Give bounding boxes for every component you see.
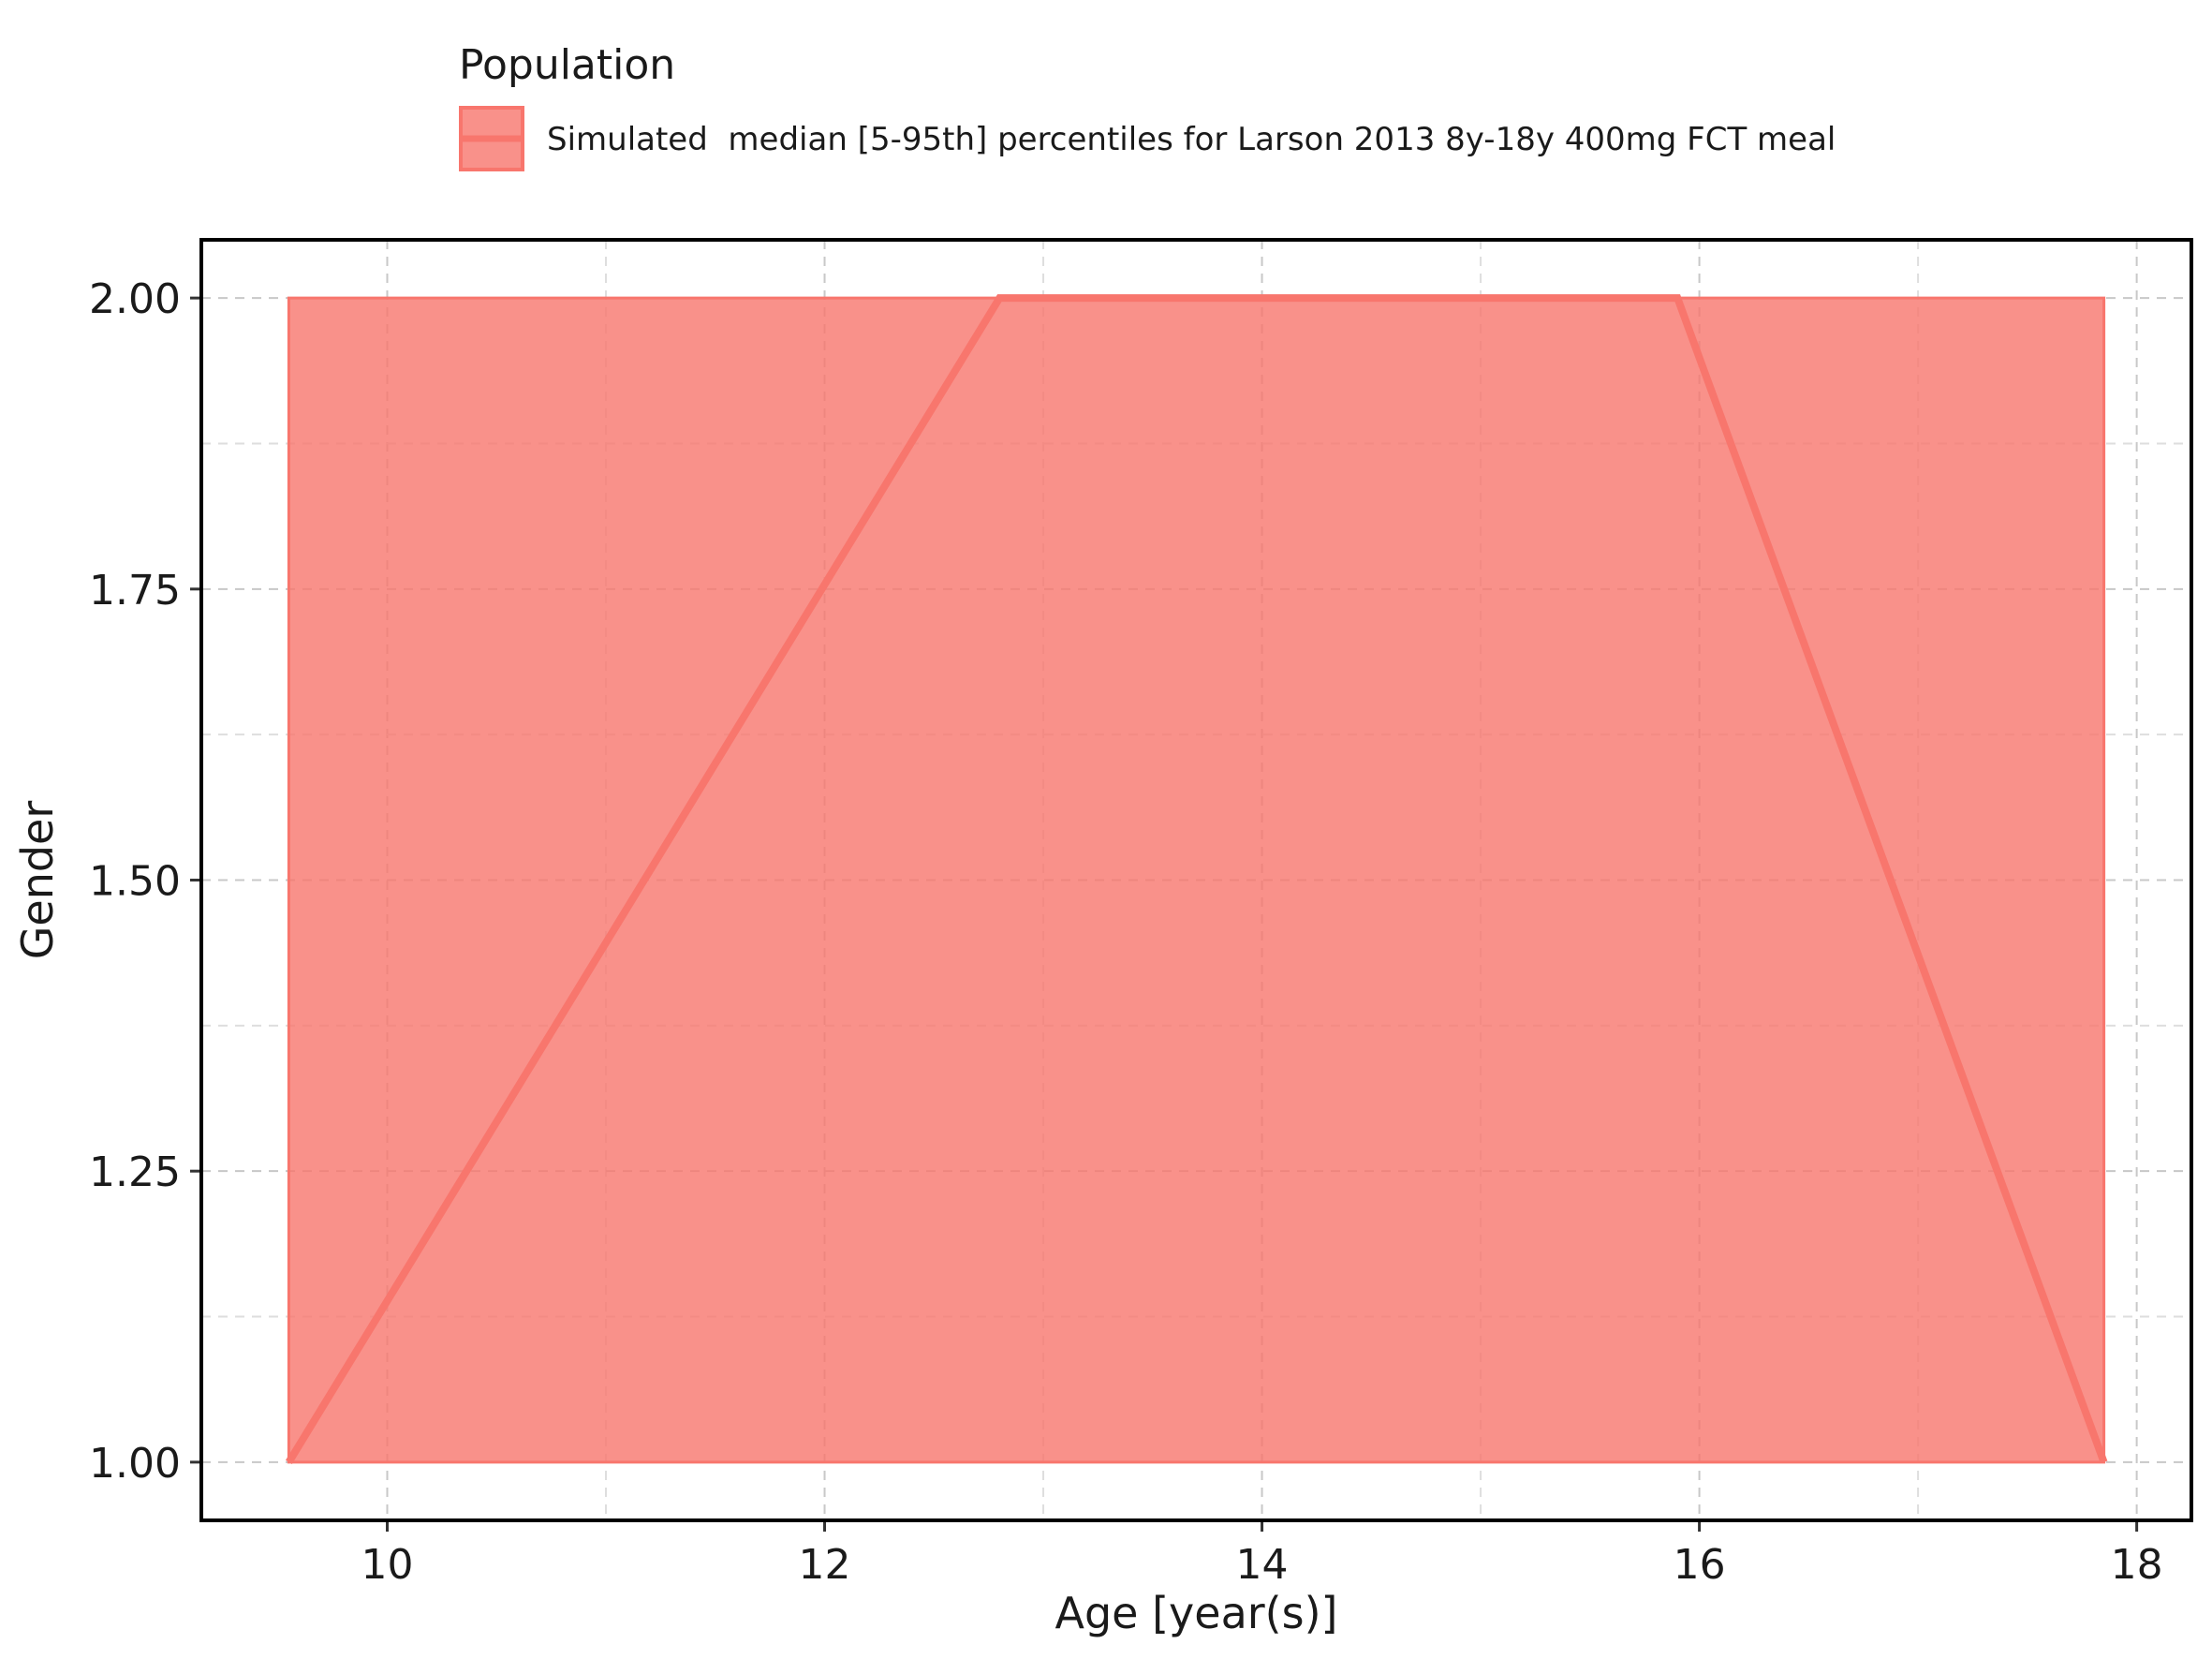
- y-tick-label: 1.00: [89, 1440, 181, 1488]
- legend-title: Population: [459, 41, 675, 89]
- x-tick-label: 18: [2111, 1541, 2163, 1589]
- y-tick-label: 1.50: [89, 858, 181, 906]
- y-tick-label: 1.25: [89, 1148, 181, 1196]
- y-tick-label: 1.75: [89, 567, 181, 615]
- legend-entry-label: Simulated median [5-95th] percentiles fo…: [547, 121, 1836, 158]
- percentile-band: [287, 296, 2106, 1464]
- plot-frame: [199, 238, 2193, 1522]
- x-axis-title: Age [year(s)]: [1055, 1588, 1338, 1638]
- series-layer: [285, 294, 2108, 1464]
- y-tick-label: 2.00: [89, 275, 181, 323]
- x-tick-label: 16: [1674, 1541, 1726, 1589]
- x-tick-label: 10: [361, 1541, 413, 1589]
- median-line: [285, 294, 2108, 1464]
- x-tick-label: 12: [799, 1541, 851, 1589]
- plot-area: 10 12 14 16 18 1.00 1.25 1.50 1.75 2.00: [89, 238, 2193, 1589]
- axis-ticks: 10 12 14 16 18 1.00 1.25 1.50 1.75 2.00: [89, 275, 2163, 1589]
- y-axis-title: Gender: [12, 801, 63, 960]
- x-tick-label: 14: [1236, 1541, 1289, 1589]
- legend: Population Simulated median [5-95th] per…: [459, 41, 1836, 171]
